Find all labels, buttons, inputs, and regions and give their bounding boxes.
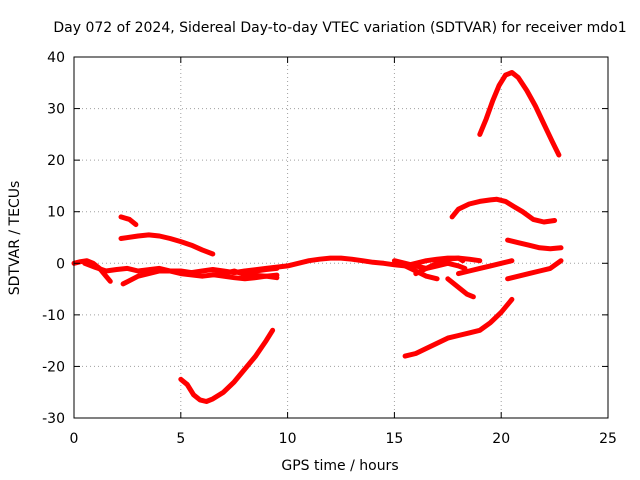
- x-tick-label: 0: [70, 431, 79, 447]
- y-tick-label: 40: [47, 50, 65, 66]
- y-tick-label: -30: [42, 411, 65, 427]
- series-arc-11: [413, 255, 466, 277]
- series-arc-3: [118, 232, 216, 257]
- axis-ticks: [73, 56, 609, 419]
- y-tick-label: 10: [47, 205, 65, 221]
- chart-title: Day 072 of 2024, Sidereal Day-to-day VTE…: [53, 20, 626, 36]
- data-series: [71, 70, 564, 404]
- x-tick-label: 5: [176, 431, 185, 447]
- plot-frame: [73, 56, 609, 419]
- y-tick-label: 30: [47, 102, 65, 118]
- series-arc-12: [445, 276, 476, 300]
- x-tick-label: 20: [492, 431, 510, 447]
- y-tick-label: -10: [42, 308, 65, 324]
- series-arc-17: [505, 237, 564, 252]
- series-arc-16: [477, 70, 562, 158]
- series-arc-14: [449, 196, 558, 225]
- x-tick-label: 10: [279, 431, 297, 447]
- y-tick-label: 0: [56, 256, 65, 272]
- y-tick-labels: -30 -20 -10 0 10 20 30 40: [42, 50, 65, 427]
- y-axis-label: SDTVAR / TECUs: [7, 181, 23, 296]
- x-tick-label: 25: [599, 431, 617, 447]
- y-tick-label: 20: [47, 153, 65, 169]
- series-arc-18: [505, 258, 564, 282]
- y-tick-label: -20: [42, 359, 65, 375]
- series-arc-6: [178, 327, 276, 404]
- series-arc-15: [456, 258, 515, 277]
- series-arc-1: [71, 258, 113, 284]
- x-tick-label: 15: [385, 431, 403, 447]
- x-tick-labels: 0 5 10 15 20 25: [70, 431, 617, 447]
- x-axis-label: GPS time / hours: [281, 458, 398, 474]
- series-arc-13: [402, 296, 515, 359]
- series-arc-4: [118, 214, 139, 228]
- series-arc-7: [210, 272, 280, 282]
